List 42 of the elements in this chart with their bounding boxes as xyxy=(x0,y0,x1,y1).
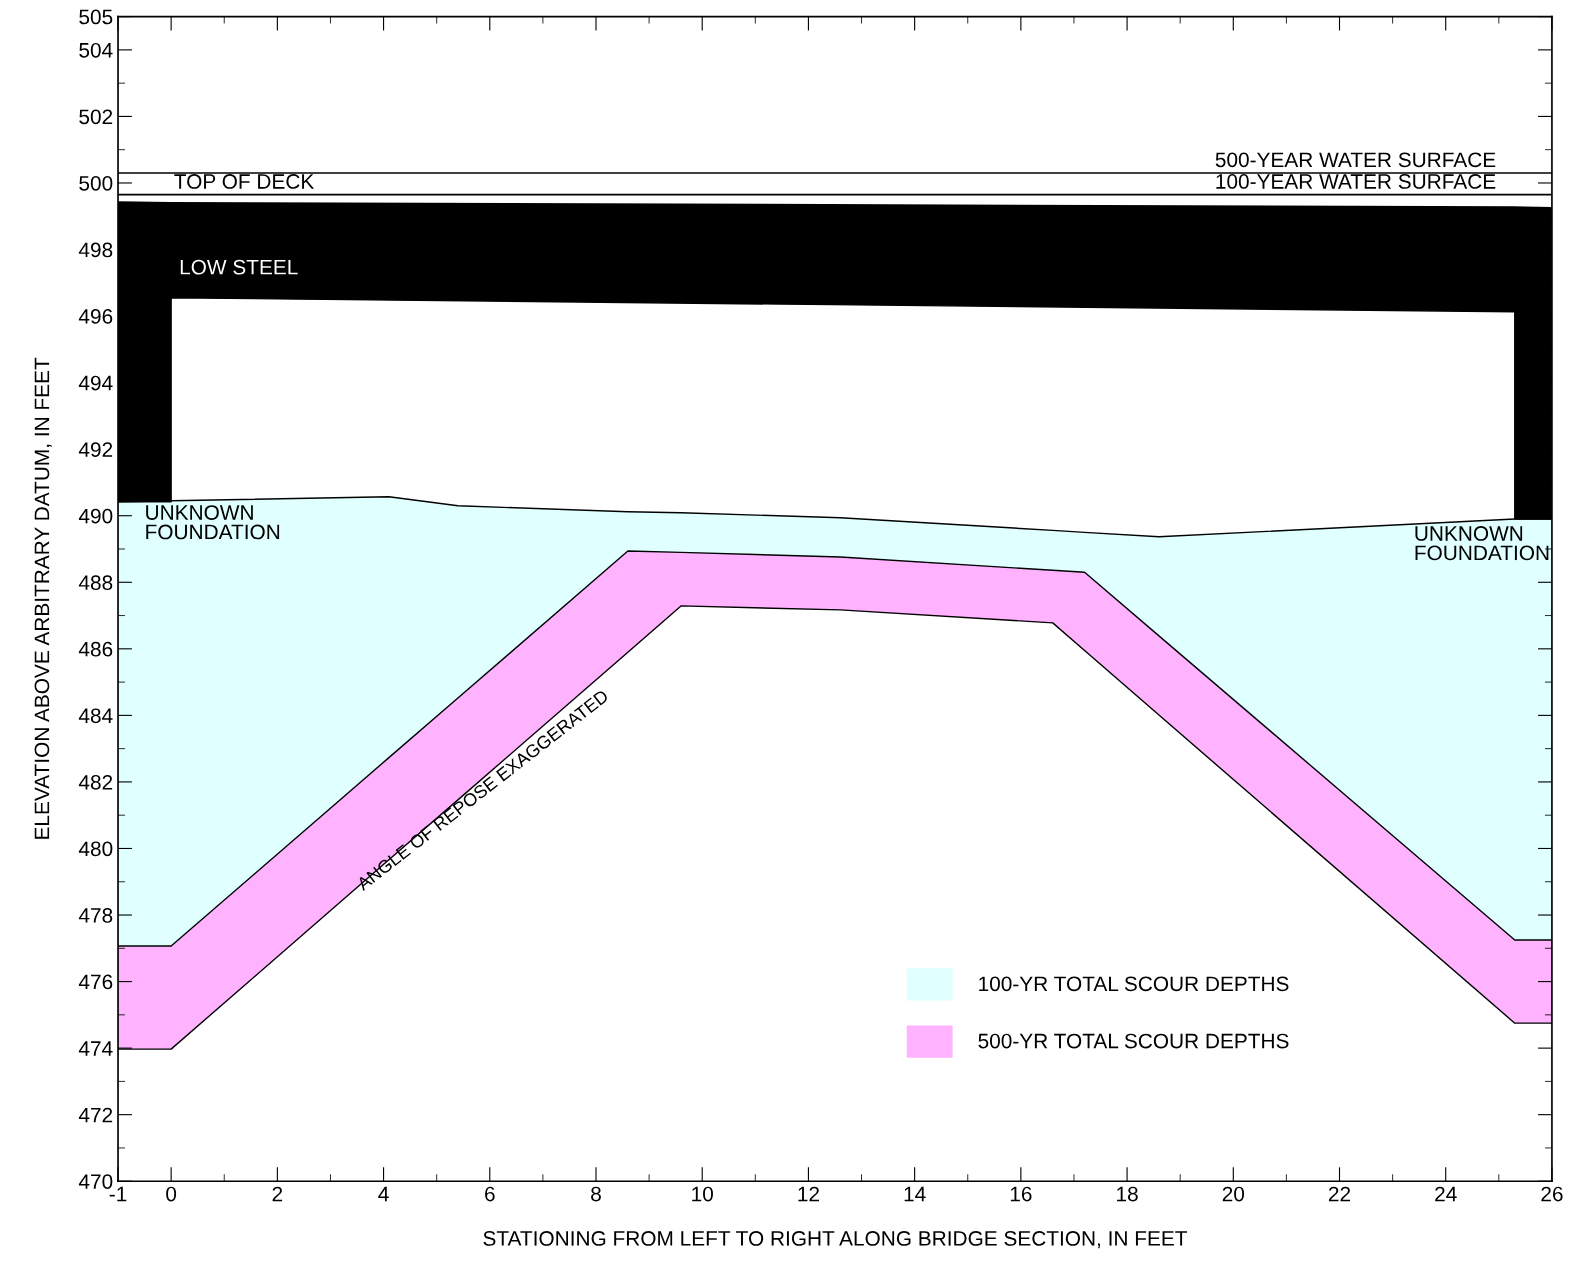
x-tick-label: 16 xyxy=(1010,1186,1032,1202)
x-tick-label: 8 xyxy=(591,1186,601,1202)
x-tick-label: 10 xyxy=(692,1186,713,1202)
y-tick-label: 502 xyxy=(79,109,113,125)
legend-label: 100-YR TOTAL SCOUR DEPTHS xyxy=(979,976,1289,992)
y-tick-label: 490 xyxy=(78,508,113,524)
x-tick-label: 6 xyxy=(485,1186,495,1202)
y-tick-label: 478 xyxy=(78,908,113,923)
x-tick-label: 26 xyxy=(1541,1186,1563,1202)
x-tick-label: 24 xyxy=(1435,1186,1457,1202)
y-tick-label: 486 xyxy=(78,641,113,657)
y-tick-label: 474 xyxy=(78,1041,113,1056)
annotation: UNKNOWN FOUNDATION xyxy=(146,505,280,540)
y-tick-label: 488 xyxy=(78,575,113,591)
y-tick-label: 482 xyxy=(78,774,113,790)
x-tick-label: 4 xyxy=(378,1186,389,1202)
y-tick-label: 504 xyxy=(79,42,113,58)
ref-line-label: 500-YEAR WATER SURFACE xyxy=(1215,152,1496,168)
y-tick-label: 498 xyxy=(78,242,113,258)
x-tick-label: 18 xyxy=(1117,1186,1138,1202)
x-tick-label: 14 xyxy=(904,1186,926,1202)
x-tick-label: 20 xyxy=(1222,1186,1245,1202)
y-tick-label: 480 xyxy=(78,841,113,857)
annotation: LOW STEEL xyxy=(180,259,298,275)
y-tick-label: 496 xyxy=(78,309,113,324)
y-tick-label: 476 xyxy=(78,974,113,990)
y-tick-label: 492 xyxy=(78,442,113,457)
y-tick-label: 505 xyxy=(79,9,113,25)
x-tick-label: 22 xyxy=(1328,1186,1351,1202)
y-axis-title: ELEVATION ABOVE ARBITRARY DATUM, IN FEET xyxy=(34,357,52,839)
ref-line-label: 100-YEAR WATER SURFACE xyxy=(1216,174,1496,189)
legend-label: 500-YR TOTAL SCOUR DEPTHS xyxy=(978,1033,1289,1049)
x-tick-label: 0 xyxy=(166,1186,177,1202)
annotation: UNKNOWN FOUNDATION xyxy=(1415,526,1549,561)
y-tick-label: 484 xyxy=(78,708,113,724)
x-tick-label: 2 xyxy=(272,1186,283,1202)
x-axis-title: STATIONING FROM LEFT TO RIGHT ALONG BRIDGE SECTION, IN FEET xyxy=(483,1231,1188,1249)
y-tick-label: 472 xyxy=(78,1107,113,1123)
y-tick-label: 500 xyxy=(79,175,113,191)
x-tick-label: 12 xyxy=(798,1186,819,1202)
annotation: TOP OF DECK xyxy=(174,174,315,189)
y-tick-label: 494 xyxy=(78,375,113,391)
